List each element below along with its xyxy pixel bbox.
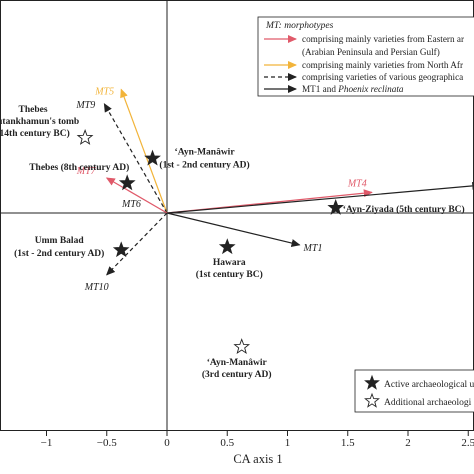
vector-arrow-mt5 [120, 88, 168, 214]
active-site-star-icon [218, 238, 236, 255]
site-label: Toutankhamun's tomb [0, 117, 79, 127]
vector-arrow-mt7 [105, 177, 168, 214]
vector-label-mt6: MT6 [121, 199, 141, 210]
x-tick-label: 2.5 [461, 437, 474, 449]
legend-morphotypes-box [257, 16, 474, 97]
site-label: (1st - 2nd century AD) [159, 159, 249, 170]
site-label: Hawara [213, 258, 246, 268]
x-tick-label: 1.5 [341, 437, 355, 449]
active-site-star-icon [112, 241, 130, 258]
x-tick-label: 2 [405, 437, 411, 449]
x-tick-label: 1 [285, 437, 291, 449]
site-label: Thebes (8th century AD) [29, 162, 129, 173]
active-site-star-icon [118, 174, 136, 191]
site-label: (3rd century AD) [202, 369, 272, 380]
x-tick-label: −1 [41, 437, 53, 449]
legend-active-star-icon [364, 374, 380, 390]
site-label: ‘Ayn-Manâwir [207, 357, 268, 368]
legend-additional-star-icon [364, 392, 380, 408]
legend-sites: Active archaeological u Additional archae… [354, 369, 474, 413]
site-label: Umm Balad [35, 236, 85, 246]
x-ticks: −1 −0.5 0 0.5 1 1.5 2 2.5 [41, 431, 474, 449]
site-label: ‘Ayn-Manâwir [175, 146, 236, 157]
vector-label-mt9: MT9 [75, 100, 95, 111]
legend-site-label: Additional archaeologi [384, 398, 472, 408]
active-site-star-icon [144, 149, 161, 166]
legend-morphotype-label: (Arabian Peninsula and Persian Gulf) [302, 47, 440, 57]
legend-morphotypes-title: MT: morphotypes [265, 21, 334, 31]
vector-arrow-pr [166, 181, 474, 214]
vector-label-mt7: MT7 [76, 166, 97, 177]
x-tick-label: 0.5 [220, 437, 234, 449]
legend-morphotype-label: comprising mainly varieties from Eastern… [302, 34, 464, 44]
legend-morphotype-label: comprising mainly varieties from North A… [302, 60, 463, 70]
vector-arrow-mt1 [166, 212, 301, 247]
vector-arrow-mt10 [106, 212, 168, 276]
legend-sites-items: Active archaeological u Additional archae… [364, 374, 474, 408]
site-label: Thebes [19, 105, 48, 115]
vector-label-mt10: MT10 [84, 282, 109, 293]
x-axis-title: CA axis 1 [233, 452, 282, 466]
site-label: (14th century BC) [0, 128, 70, 139]
site-label: ‘Ayn-Ziyada (5th century BC) [343, 204, 465, 215]
vectors: MT5MT9MT7MT4MT6PRrecMT1MT10 [75, 86, 474, 293]
legend-morphotype-label: comprising varieties of various geograph… [302, 72, 463, 82]
vector-label-mt1: MT1 [303, 243, 323, 254]
active-site-star-icon [327, 199, 345, 215]
legend-morphotypes-items: comprising mainly varieties from Eastern… [264, 34, 464, 94]
site-label: (1st - 2nd century AD) [14, 248, 104, 259]
additional-site-star-icon [76, 129, 94, 145]
x-tick-label: −0.5 [97, 437, 117, 449]
legend-site-label: Active archaeological u [384, 380, 474, 390]
legend-morphotypes: MT: morphotypes comprising mainly variet… [257, 16, 474, 97]
x-tick-label: 0 [164, 437, 170, 449]
vector-arrow-mt9 [103, 102, 168, 214]
vector-label-mt4: MT4 [347, 178, 367, 189]
site-label: (1st century BC) [196, 269, 263, 280]
legend-morphotype-label: MT1 and Phoenix reclinata [302, 84, 404, 94]
sites: Thebes Toutankhamun's tomb(14th century B… [0, 105, 465, 380]
additional-site-star-icon [233, 338, 251, 355]
vector-label-mt5: MT5 [94, 86, 114, 97]
